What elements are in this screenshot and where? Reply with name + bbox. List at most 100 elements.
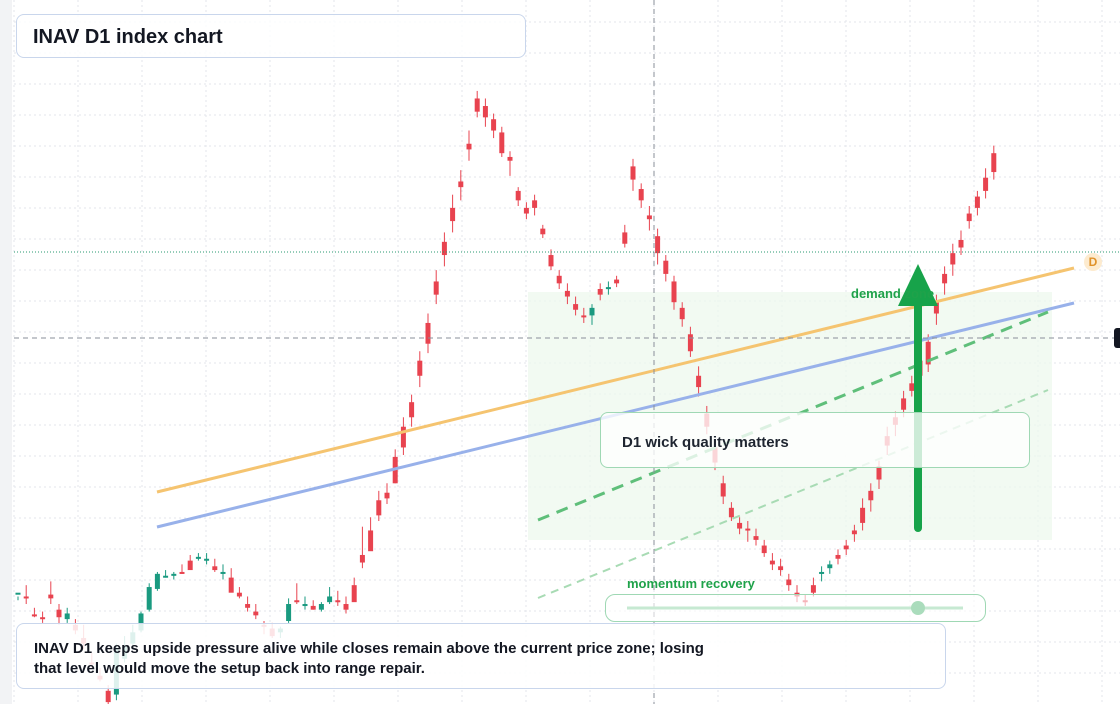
- candle-up: [605, 287, 611, 290]
- candle-down: [958, 239, 964, 248]
- candle-down: [236, 592, 242, 597]
- candle-down: [769, 560, 775, 565]
- candle-down: [31, 614, 37, 617]
- candle-up: [327, 596, 333, 603]
- candle-down: [868, 490, 874, 501]
- candle-down: [679, 307, 685, 320]
- chart-title: INAV D1 index chart: [33, 26, 223, 48]
- candle-down: [933, 302, 939, 314]
- candle-up: [195, 556, 201, 559]
- candle-down: [737, 522, 743, 529]
- candle-up: [302, 604, 308, 607]
- caption-text: INAV D1 keeps upside pressure alive whil…: [34, 640, 704, 677]
- candle-down: [532, 200, 538, 208]
- candle-down: [622, 232, 628, 244]
- candle-down: [482, 106, 488, 118]
- candle-down: [687, 334, 693, 352]
- candle-down: [663, 260, 669, 274]
- candle-down: [458, 181, 464, 188]
- candle-down: [540, 228, 546, 235]
- candle-down: [835, 554, 841, 559]
- candle-down: [376, 500, 382, 516]
- candle-down: [556, 275, 562, 284]
- title-panel: INAV D1 index chart: [16, 14, 526, 58]
- candle-up: [154, 573, 160, 589]
- candle-up: [171, 573, 177, 576]
- candle-down: [409, 402, 415, 418]
- candle-up: [204, 558, 210, 561]
- left-edge-strip: [0, 0, 12, 704]
- candle-down: [597, 289, 603, 295]
- candle-down: [335, 600, 341, 603]
- candle-up: [286, 604, 292, 621]
- up-arrow-head: [898, 264, 938, 306]
- candle-down: [810, 585, 816, 593]
- candle-down: [228, 577, 234, 593]
- candle-down: [720, 483, 726, 497]
- caption-panel: INAV D1 keeps upside pressure alive whil…: [16, 623, 946, 689]
- candle-down: [359, 554, 365, 563]
- candle-up: [819, 571, 825, 574]
- candle-down: [523, 207, 529, 214]
- candle-down: [860, 507, 866, 523]
- candle-down: [614, 279, 620, 284]
- candle-down: [909, 383, 915, 391]
- candle-down: [294, 600, 300, 603]
- candle-down: [368, 530, 374, 552]
- demand-zone-label: demand zone: [851, 286, 935, 301]
- candle-down: [515, 190, 521, 201]
- candle-down: [974, 196, 980, 208]
- candle-up: [827, 564, 833, 569]
- candlestick-series: [15, 90, 997, 704]
- candle-down: [696, 375, 702, 388]
- candle-up: [318, 604, 324, 610]
- candle-down: [253, 611, 259, 616]
- candle-down: [179, 571, 185, 574]
- candle-up: [163, 575, 169, 578]
- candle-down: [212, 566, 218, 571]
- candle-up: [138, 613, 144, 631]
- candle-down: [105, 690, 111, 703]
- candle-down: [245, 604, 251, 608]
- candle-down: [351, 585, 357, 603]
- candle-down: [40, 617, 46, 620]
- candle-down: [564, 290, 570, 297]
- annotation-panel: D1 wick quality matters: [600, 412, 1030, 468]
- momentum-recovery-label: momentum recovery: [627, 576, 755, 591]
- candle-down: [499, 132, 505, 154]
- candle-up: [15, 592, 21, 595]
- candle-down: [851, 530, 857, 535]
- candle-down: [950, 253, 956, 265]
- candle-down: [983, 177, 989, 191]
- candle-down: [450, 207, 456, 222]
- green-dashed-trendline: [537, 310, 1049, 522]
- candle-down: [843, 545, 849, 550]
- candle-down: [187, 560, 193, 571]
- candle-down: [343, 604, 349, 610]
- candle-down: [425, 322, 431, 344]
- candle-down: [646, 215, 652, 220]
- candle-down: [655, 236, 661, 254]
- candle-up: [64, 613, 70, 620]
- candle-down: [753, 536, 759, 540]
- candle-down: [417, 360, 423, 376]
- price-tag-badge[interactable]: D: [1084, 253, 1102, 271]
- faint-dashed-trendline: [537, 389, 1049, 599]
- annotation-text: D1 wick quality matters: [622, 434, 789, 451]
- candle-down: [901, 398, 907, 410]
- right-axis-marker: [1114, 328, 1120, 348]
- candle-down: [966, 213, 972, 222]
- candle-down: [507, 156, 513, 161]
- candle-down: [745, 528, 751, 531]
- candle-down: [548, 255, 554, 267]
- candle-down: [942, 273, 948, 284]
- candle-down: [876, 466, 882, 480]
- candle-up: [589, 307, 595, 316]
- candle-down: [728, 507, 734, 518]
- candle-down: [581, 315, 587, 318]
- candle-down: [400, 426, 406, 448]
- momentum-box[interactable]: [605, 594, 986, 622]
- candle-down: [433, 281, 439, 295]
- candle-down: [925, 341, 931, 365]
- candle-down: [491, 119, 497, 131]
